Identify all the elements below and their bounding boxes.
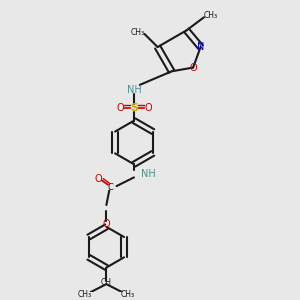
- Text: CH₃: CH₃: [130, 28, 144, 37]
- Text: N: N: [197, 42, 204, 52]
- Text: CH₃: CH₃: [77, 290, 92, 299]
- Text: C: C: [108, 183, 114, 192]
- Text: NH: NH: [127, 85, 141, 95]
- Text: O: O: [144, 103, 152, 112]
- Text: S: S: [130, 103, 138, 112]
- Text: O: O: [103, 219, 110, 229]
- Text: O: O: [116, 103, 124, 112]
- Text: NH: NH: [141, 169, 156, 179]
- Text: CH₃: CH₃: [203, 11, 218, 20]
- Text: O: O: [95, 174, 102, 184]
- Text: O: O: [189, 62, 197, 73]
- Text: CH: CH: [101, 278, 112, 286]
- Text: CH₃: CH₃: [121, 290, 135, 299]
